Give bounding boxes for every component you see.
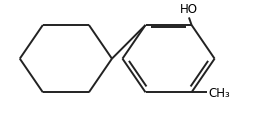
Text: HO: HO [180, 3, 198, 16]
Text: CH₃: CH₃ [209, 86, 230, 99]
